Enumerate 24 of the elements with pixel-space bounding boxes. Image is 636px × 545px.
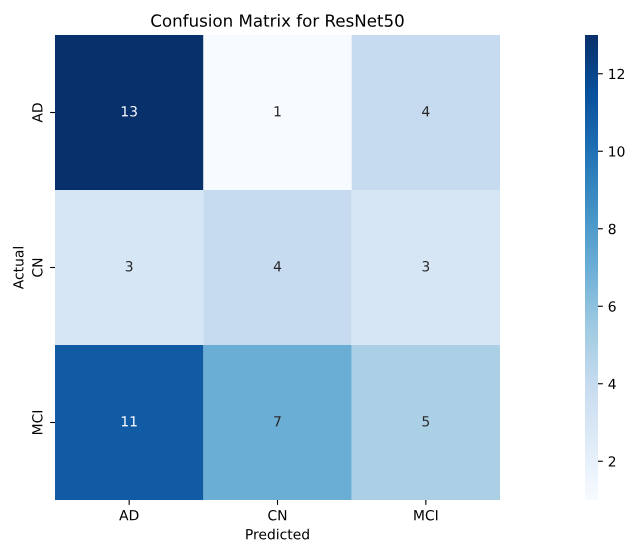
x-axis-title: Predicted: [246, 528, 309, 540]
color-bar-label: 8: [608, 224, 616, 234]
data-label: 7: [274, 416, 281, 426]
color-bar-label: 10: [609, 146, 624, 157]
data-label: 3: [422, 261, 430, 272]
data-label: 11: [122, 416, 137, 426]
data-label: 5: [422, 416, 430, 427]
x-tick-label: MCI: [414, 510, 438, 520]
color-bar-label: 2: [608, 456, 616, 467]
x-tick-label: CN: [268, 510, 286, 520]
y-axis-title: Actual: [12, 247, 24, 290]
data-label: 4: [422, 106, 430, 116]
y-tick-label: CN: [32, 258, 43, 277]
color-bar-label: 6: [608, 301, 616, 312]
y-tick-label: MCI: [32, 410, 43, 434]
color-bar-label: 4: [608, 378, 616, 390]
data-label: 1: [274, 106, 281, 116]
data-label: 13: [122, 106, 137, 117]
x-tick-label: AD: [119, 510, 138, 520]
color-bar-label: 12: [609, 68, 624, 80]
data-label: 3: [126, 261, 132, 272]
y-tick-label: AD: [32, 103, 42, 122]
chart-title: Confusion Matrix for ResNet50: [151, 14, 404, 27]
data-label: 4: [274, 261, 282, 272]
